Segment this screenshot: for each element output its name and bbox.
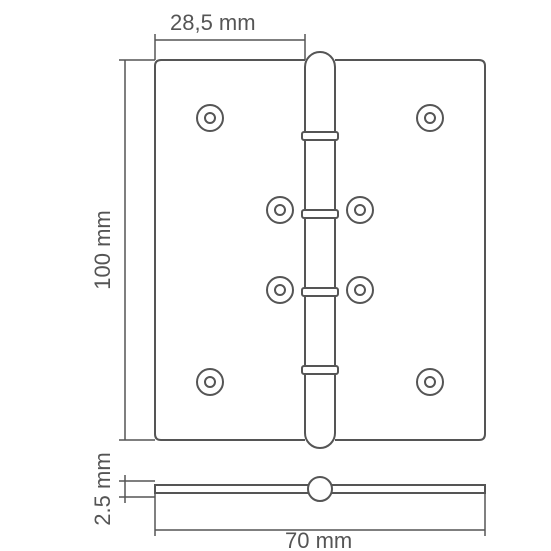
dim-thickness-label: 2.5 mm (90, 452, 115, 525)
hinge-front-view (155, 52, 485, 448)
dim-leaf-width-label: 28,5 mm (170, 10, 256, 35)
hinge-side-view (155, 477, 485, 501)
dim-thickness: 2.5 mm (90, 452, 155, 525)
dim-total-width-label: 70 mm (285, 528, 352, 551)
dim-height: 100 mm (90, 60, 155, 440)
dim-height-label: 100 mm (90, 210, 115, 289)
dim-leaf-width: 28,5 mm (155, 10, 305, 60)
hinge-diagram: 28,5 mm 100 mm 2.5 mm 70 mm (0, 0, 551, 551)
